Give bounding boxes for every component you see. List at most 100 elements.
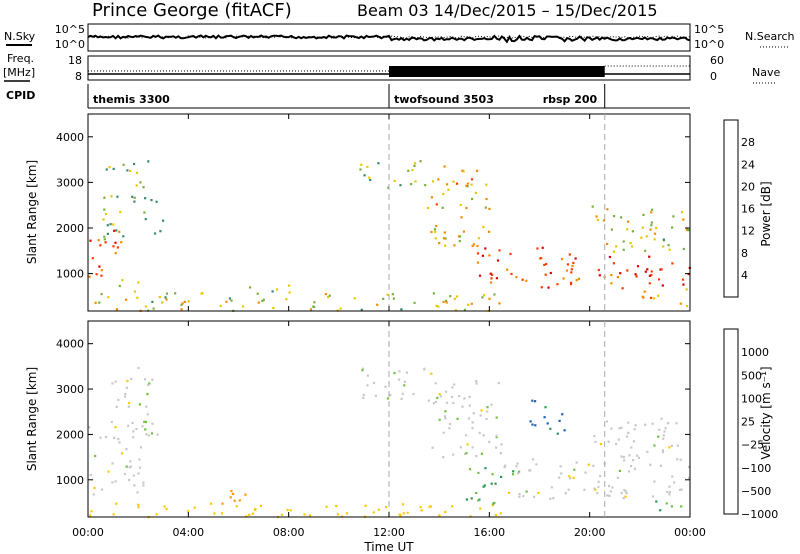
heatmap-cell [308, 514, 312, 517]
heatmap-cell [475, 382, 478, 385]
heatmap-cell [105, 435, 108, 439]
heatmap-cell [151, 378, 154, 381]
beam-date-title: Beam 03 14/Dec/2015 – 15/Dec/2015 [357, 1, 658, 20]
heatmap-cell [452, 180, 455, 183]
heatmap-cell [644, 423, 647, 426]
colorbar-tick-label: −1000 [741, 508, 778, 521]
heatmap-cell [115, 229, 118, 232]
heatmap-cell [235, 505, 238, 508]
heatmap-cell [594, 440, 597, 443]
freq-panel: 18 8 60 0 Freq. [MHz] Nave [3, 52, 780, 84]
heatmap-cell [463, 308, 466, 311]
heatmap-cell [156, 433, 159, 436]
heatmap-cell [486, 406, 489, 409]
heatmap-cell [560, 472, 563, 475]
heatmap-cell [650, 211, 653, 214]
heatmap-cell [660, 268, 663, 271]
heatmap-cell [668, 493, 671, 496]
heatmap-cell [676, 458, 679, 461]
velocity-colorbar-label: Velocity [m s⁻¹] [759, 366, 773, 459]
heatmap-cell [500, 443, 503, 446]
heatmap-cell [570, 271, 573, 274]
heatmap-cell [655, 226, 658, 229]
heatmap-cell [544, 273, 547, 276]
heatmap-cell [127, 405, 130, 408]
heatmap-cell [100, 269, 103, 272]
heatmap-cell [480, 452, 483, 455]
freq-left-tick-top: 18 [68, 54, 82, 67]
power-colorbar-label: Power [dB] [759, 181, 773, 246]
heatmap-cell [377, 162, 380, 165]
heatmap-cell [400, 308, 403, 311]
heatmap-cell [631, 230, 634, 233]
heatmap-cell [652, 297, 655, 300]
heatmap-cell [593, 487, 596, 490]
heatmap-cell [165, 507, 168, 511]
heatmap-cell [159, 230, 162, 233]
freq-right-tick-bottom: 0 [710, 70, 717, 83]
heatmap-cell [256, 292, 259, 295]
heatmap-cell [644, 249, 647, 252]
y-tick-label: 2000 [56, 222, 84, 235]
heatmap-cell [525, 279, 528, 282]
heatmap-cell [242, 305, 245, 308]
freq-left-tick-bottom: 8 [75, 70, 82, 83]
heatmap-cell [531, 423, 534, 426]
heatmap-cell [610, 427, 613, 430]
heatmap-cell [437, 178, 440, 181]
nsearch-label: N.Search [745, 30, 795, 43]
heatmap-cell [661, 450, 665, 454]
heatmap-cell [518, 470, 521, 473]
heatmap-cell [412, 393, 415, 396]
heatmap-cell [469, 515, 472, 518]
heatmap-cell [109, 223, 112, 226]
heatmap-cell [403, 380, 406, 383]
heatmap-cell [482, 225, 485, 229]
heatmap-cell [675, 422, 678, 425]
heatmap-cell [91, 257, 94, 260]
heatmap-cell [116, 195, 119, 198]
heatmap-cell [649, 228, 652, 231]
heatmap-cell [478, 274, 482, 277]
heatmap-cell [468, 395, 471, 399]
heatmap-cell [495, 436, 498, 439]
heatmap-cell [129, 465, 132, 468]
heatmap-cell [455, 182, 459, 185]
heatmap-cell [484, 467, 487, 470]
heatmap-cell [668, 485, 671, 488]
heatmap-cell [152, 307, 155, 310]
power-colorbar: 28 24 20 16 12 8 4 [723, 119, 755, 298]
heatmap-cell [479, 507, 482, 510]
heatmap-cell [687, 465, 691, 468]
noise-right-tick-bottom: 10^0 [694, 38, 724, 51]
heatmap-cell [599, 443, 603, 446]
heatmap-cell [111, 462, 114, 465]
heatmap-cell [423, 367, 426, 370]
heatmap-cell [359, 168, 362, 171]
heatmap-cell [657, 435, 660, 438]
heatmap-cell [369, 178, 372, 182]
heatmap-cell [676, 444, 679, 447]
heatmap-cell [668, 248, 671, 251]
heatmap-cell [635, 275, 638, 278]
heatmap-cell [465, 184, 468, 187]
heatmap-cell [575, 461, 578, 464]
heatmap-cell [626, 228, 629, 231]
heatmap-cell [670, 444, 673, 447]
heatmap-cell [438, 242, 441, 245]
heatmap-cell [637, 456, 641, 459]
heatmap-cell [325, 505, 328, 508]
heatmap-cell [137, 506, 140, 509]
heatmap-cell [438, 393, 441, 396]
nsky-label: N.Sky [4, 30, 36, 43]
heatmap-cell [651, 495, 654, 498]
heatmap-cell [142, 186, 145, 189]
heatmap-cell [454, 309, 457, 312]
heatmap-cell [328, 294, 331, 297]
heatmap-cell [543, 263, 546, 266]
heatmap-cell [670, 505, 673, 508]
power-panel: 1000 2000 3000 4000 Slant Range [km] [25, 113, 691, 313]
heatmap-cell [210, 502, 213, 505]
heatmap-cell [609, 490, 612, 493]
heatmap-cell [466, 443, 469, 446]
